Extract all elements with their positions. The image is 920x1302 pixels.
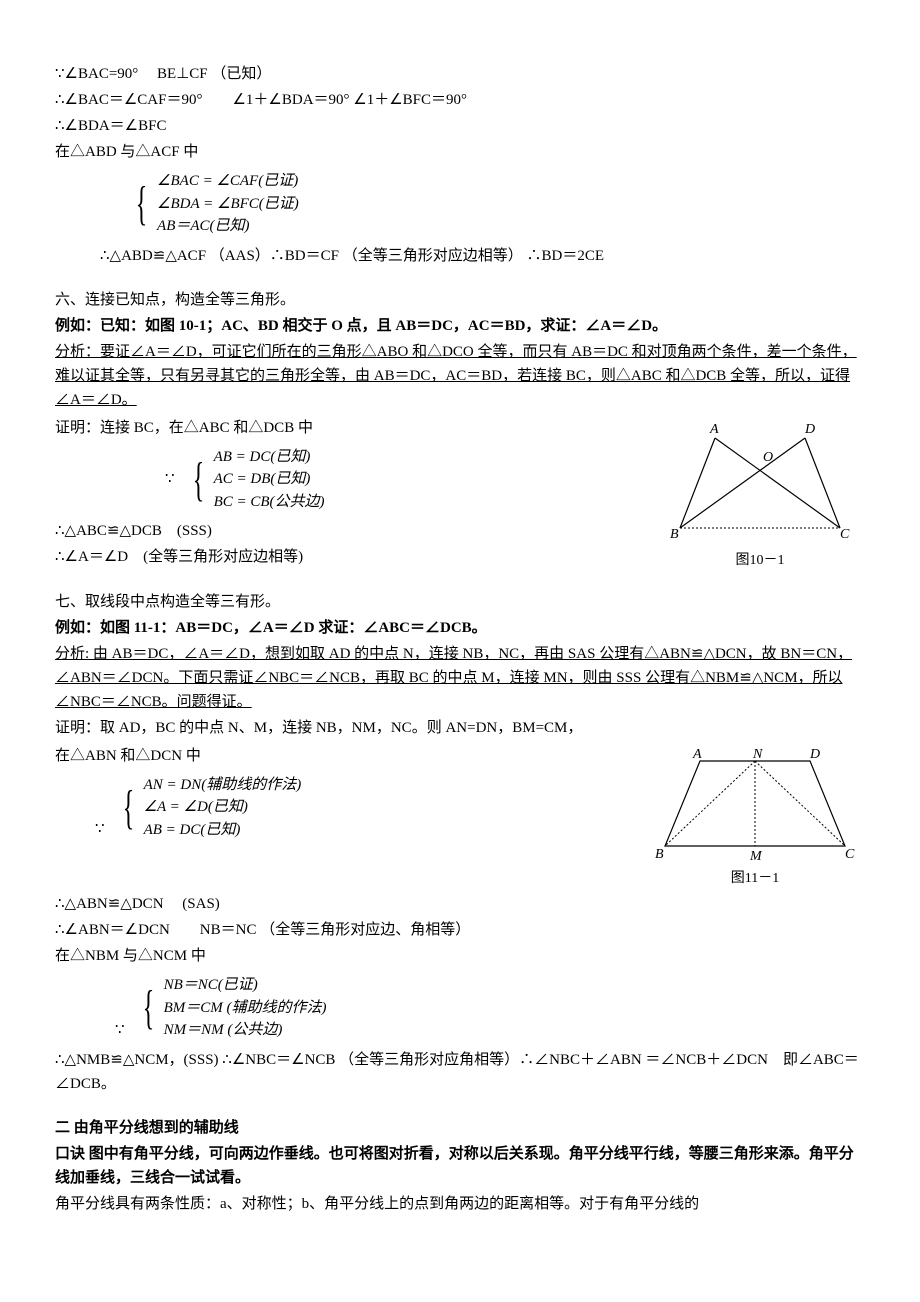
fig11-label-N: N xyxy=(752,747,763,762)
fig11-label-C: C xyxy=(845,847,855,862)
left-brace-icon: { xyxy=(122,786,134,829)
intro-brace-line-3: AB＝AC(已知) xyxy=(157,215,299,238)
intro-line-2: ∴∠BAC＝∠CAF＝90° ∠1＋∠BDA＝90° ∠1＋∠BFC＝90° xyxy=(55,88,865,112)
sec6-brace-line-3: BC = CB(公共边) xyxy=(214,491,325,514)
sec6-brace-line-1: AB = DC(已知) xyxy=(214,446,325,469)
sec7-proof-2: 在△ABN 和△DCN 中 xyxy=(55,744,625,768)
sec2b-tail: 角平分线具有两条性质：a、对称性；b、角平分线上的点到角两边的距离相等。对于有角… xyxy=(55,1192,865,1216)
sec7-analysis: 分析: 由 AB＝DC，∠A＝∠D，想到如取 AD 的中点 N，连接 NB，NC… xyxy=(55,642,865,714)
fig11-caption: 图11－1 xyxy=(731,868,779,890)
sec7-brace2-group: ∵ { NB＝NC(已证) BM＝CM (辅助线的作法) NM＝NM (公共边) xyxy=(115,974,865,1042)
sec7-title: 七、取线段中点构造全等三有形。 xyxy=(55,590,865,614)
sec7-brace2-line-3: NM＝NM (公共边) xyxy=(164,1019,327,1042)
fig11-label-D: D xyxy=(809,747,820,762)
fig10-label-B: B xyxy=(670,527,679,542)
sec6-brace-group: ∵ { AB = DC(已知) AC = DB(已知) BC = CB(公共边) xyxy=(165,446,635,514)
sec7-proof-3: 在△NBM 与△NCM 中 xyxy=(55,944,865,968)
sec2b-title: 二 由角平分线想到的辅助线 xyxy=(55,1116,865,1140)
sec7-proof-1: 证明：取 AD，BC 的中点 N、M，连接 NB，NM，NC。则 AN=DN，B… xyxy=(55,716,865,740)
sec7-example: 例如：如图 11-1：AB＝DC，∠A＝∠D 求证：∠ABC＝∠DCB。 xyxy=(55,616,865,640)
sec7-brace2-line-2: BM＝CM (辅助线的作法) xyxy=(164,997,327,1020)
sec7-conc-2: ∴∠ABN＝∠DCN NB＝NC （全等三角形对应边、角相等） xyxy=(55,918,865,942)
fig11-label-M: M xyxy=(749,849,763,864)
sec2b-koujue: 口诀 图中有角平分线，可向两边作垂线。也可将图对折看，对称以后关系现。角平分线平… xyxy=(55,1142,865,1190)
sec7-brace1-line-1: AN = DN(辅助线的作法) xyxy=(144,774,302,797)
sec7-conc-3: ∴△NMB≌△NCM，(SSS) ∴∠NBC＝∠NCB （全等三角形对应角相等）… xyxy=(55,1048,865,1096)
intro-conclusion: ∴△ABD≌△ACF （AAS）∴BD＝CF （全等三角形对应边相等） ∴BD＝… xyxy=(100,244,865,268)
sec7-conc-1: ∴△ABN≌△DCN (SAS) xyxy=(55,892,865,916)
intro-line-4: 在△ABD 与△ACF 中 xyxy=(55,140,865,164)
sec7-brace1-line-2: ∠A = ∠D(已知) xyxy=(144,796,302,819)
intro-brace-group: { ∠BAC = ∠CAF(已证) ∠BDA = ∠BFC(已证) AB＝AC(… xyxy=(130,170,865,238)
sec6-brace-line-2: AC = DB(已知) xyxy=(214,468,325,491)
fig10-label-D: D xyxy=(804,422,815,437)
fig10-label-A: A xyxy=(709,422,719,437)
intro-brace-line-2: ∠BDA = ∠BFC(已证) xyxy=(157,193,299,216)
fig11-label-A: A xyxy=(692,747,702,762)
left-brace-icon: { xyxy=(192,458,204,501)
sec6-analysis: 分析：要证∠A＝∠D，可证它们所在的三角形△ABO 和△DCO 全等，而只有 A… xyxy=(55,340,865,412)
fig10-label-C: C xyxy=(840,527,850,542)
figure-11-1: A D N B C M 图11－1 xyxy=(645,746,865,890)
fig10-label-O: O xyxy=(763,450,773,465)
intro-line-1: ∵∠BAC=90° BE⊥CF （已知） xyxy=(55,62,865,86)
sec7-brace1-group: ∵ { AN = DN(辅助线的作法) ∠A = ∠D(已知) AB = DC(… xyxy=(95,774,625,842)
sec6-title: 六、连接已知点，构造全等三角形。 xyxy=(55,288,865,312)
sec6-example: 例如：已知：如图 10-1；AC、BD 相交于 O 点，且 AB＝DC，AC＝B… xyxy=(55,314,865,338)
intro-line-3: ∴∠BDA＝∠BFC xyxy=(55,114,865,138)
sec6-proof-1: 证明：连接 BC，在△ABC 和△DCB 中 xyxy=(55,416,635,440)
intro-brace-line-1: ∠BAC = ∠CAF(已证) xyxy=(157,170,299,193)
sec6-conc-1: ∴△ABC≌△DCB (SSS) xyxy=(55,519,635,543)
figure-10-1: A D B C O 图10－1 xyxy=(655,418,865,572)
left-brace-icon: { xyxy=(142,986,154,1029)
left-brace-icon: { xyxy=(136,182,148,225)
fig11-label-B: B xyxy=(655,847,664,862)
sec7-brace1-line-3: AB = DC(已知) xyxy=(144,819,302,842)
sec7-brace2-line-1: NB＝NC(已证) xyxy=(164,974,327,997)
sec6-conc-2: ∴∠A＝∠D (全等三角形对应边相等) xyxy=(55,545,635,569)
fig10-caption: 图10－1 xyxy=(736,550,785,572)
